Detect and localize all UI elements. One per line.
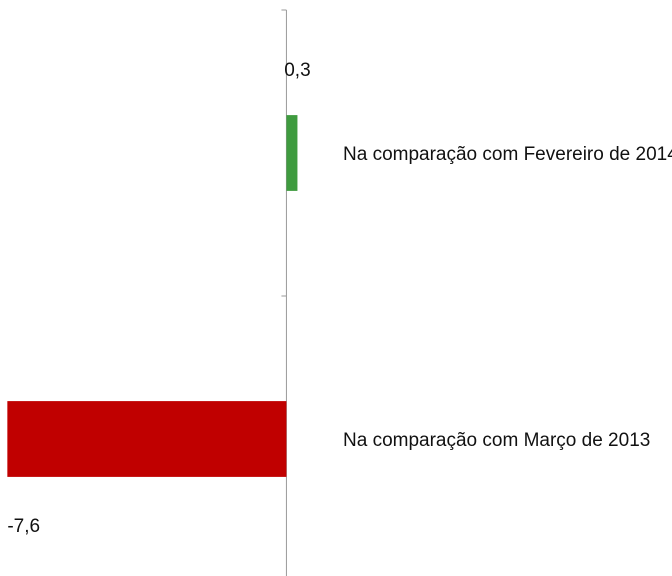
data-label: -7,6 xyxy=(7,516,40,537)
bar xyxy=(286,115,298,191)
category-label: Na comparação com Março de 2013 xyxy=(343,430,650,451)
bar xyxy=(7,401,287,477)
category-label: Na comparação com Fevereiro de 2014 xyxy=(343,144,672,165)
data-label: 0,3 xyxy=(284,60,310,81)
